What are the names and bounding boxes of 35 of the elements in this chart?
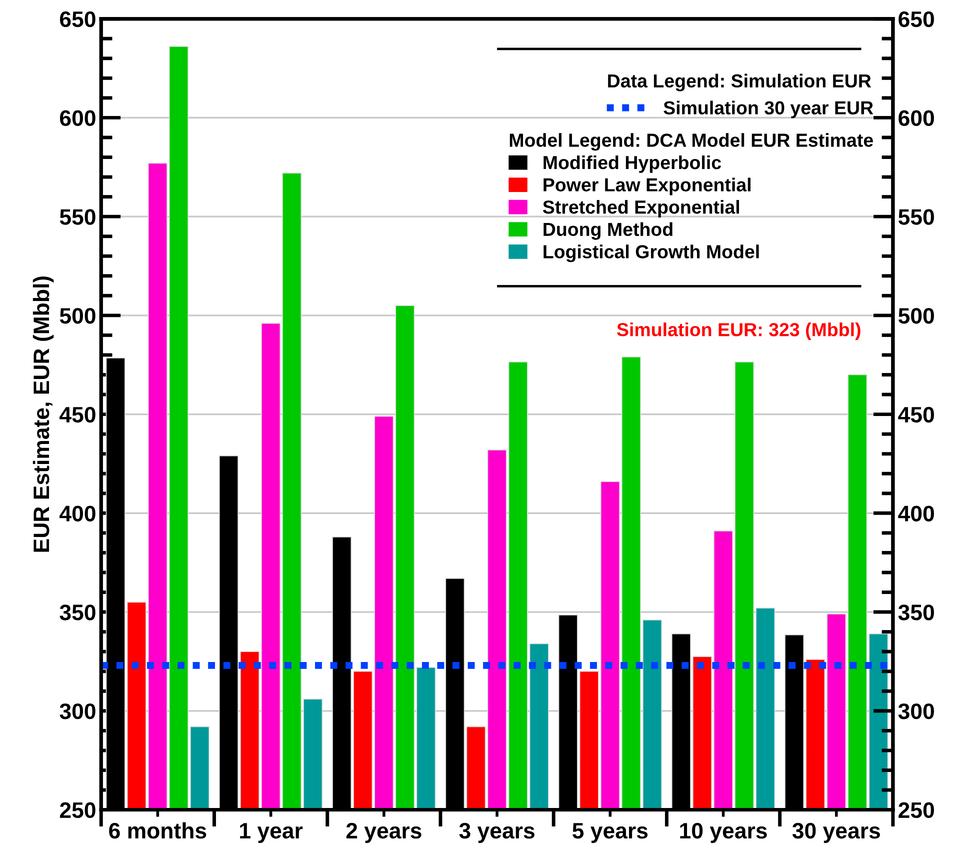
- y-tick-label: 500: [60, 308, 96, 324]
- x-tick-label: 30 years: [792, 822, 880, 843]
- y2-tick-label: 300: [898, 703, 934, 720]
- y2-tick-label: 500: [898, 308, 934, 324]
- y-tick-label: 400: [60, 506, 96, 522]
- annotation: Data Legend: Simulation EUR: [608, 74, 872, 92]
- annotation: Simulation EUR: 323 (Mbbl): [617, 322, 860, 340]
- y-tick-label: 600: [60, 110, 96, 126]
- y2-tick-label: 350: [898, 604, 934, 620]
- y2-tick-label: 400: [898, 506, 934, 522]
- x-tick-label: 5 years: [572, 823, 648, 843]
- y-tick-label: 450: [60, 406, 96, 423]
- y-tick-label: 650: [60, 11, 96, 28]
- y2-tick-label: 250: [898, 802, 934, 818]
- x-tick-label: 10 years: [680, 822, 767, 843]
- legend-label: Duong Method: [544, 222, 672, 240]
- y-tick-label: 300: [60, 703, 96, 720]
- x-tick-label: 3 years: [459, 822, 534, 843]
- y2-tick-label: 450: [898, 406, 934, 423]
- annotation: Model Legend: DCA Model EUR Estimate: [510, 133, 873, 151]
- legend-label: Power Law Exponential: [544, 178, 750, 196]
- x-tick-label: 2 years: [346, 822, 422, 843]
- x-tick-label: 6 months: [109, 822, 206, 839]
- legend-label: Stretched Exponential: [542, 200, 740, 218]
- x-tick-label: 1 year: [240, 823, 303, 843]
- legend-label: Modified Hyperbolic: [544, 155, 722, 173]
- y-tick-label: 550: [60, 209, 96, 225]
- y2-tick-label: 650: [898, 11, 934, 28]
- legend-label: Logistical Growth Model: [544, 244, 759, 262]
- y-axis-title: EUR Estimate, EUR (Mbbl): [32, 276, 54, 552]
- y-tick-label: 250: [60, 802, 96, 818]
- y2-tick-label: 600: [898, 110, 934, 126]
- y2-tick-label: 550: [898, 209, 934, 225]
- legend-label: Simulation 30 year EUR: [664, 100, 874, 118]
- y-tick-label: 350: [60, 604, 96, 620]
